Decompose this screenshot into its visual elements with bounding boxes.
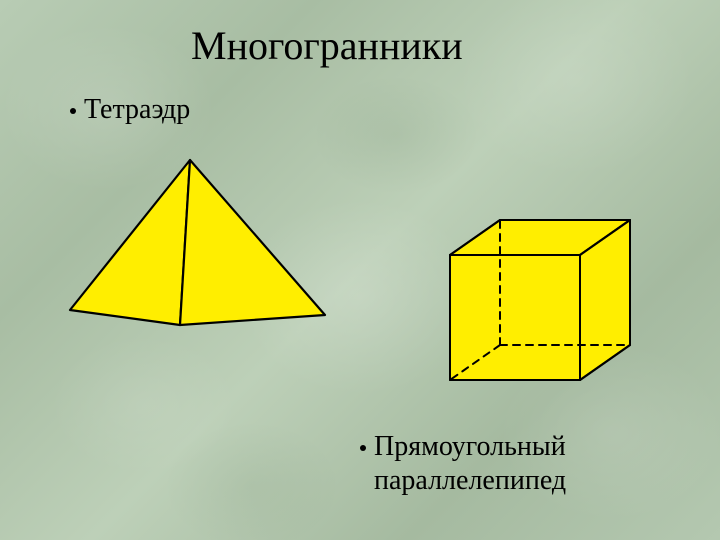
title-text: Многогранники [191, 23, 463, 68]
tetrahedron-shape [60, 155, 340, 335]
bullet-cuboid-label: Прямоугольный параллелепипед [374, 430, 660, 497]
cuboid-shape [440, 215, 640, 390]
page-title: Многогранники [191, 22, 463, 69]
bullet-dot-icon [70, 108, 76, 114]
bullet-tetrahedron-label: Тетраэдр [84, 93, 190, 127]
bullet-dot-icon [360, 445, 366, 451]
bullet-tetrahedron: Тетраэдр [70, 93, 190, 127]
bullet-cuboid: Прямоугольный параллелепипед [360, 430, 660, 497]
